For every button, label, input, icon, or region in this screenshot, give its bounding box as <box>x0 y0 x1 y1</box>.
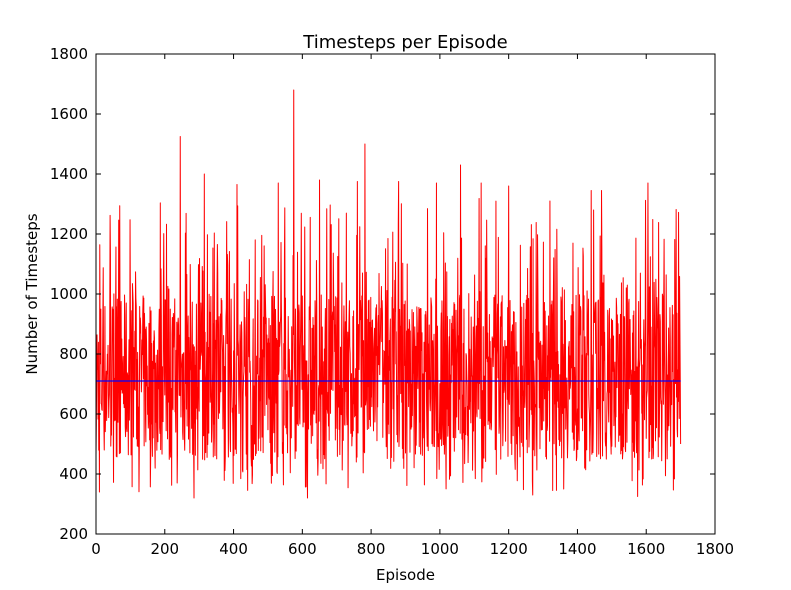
plot-area <box>95 89 682 499</box>
y-tick-label: 1400 <box>50 165 88 183</box>
y-tick-label: 1800 <box>50 45 88 63</box>
x-tick-label: 400 <box>219 540 248 558</box>
x-tick-label: 200 <box>150 540 179 558</box>
x-tick-label: 1600 <box>627 540 665 558</box>
y-axis-label: Number of Timesteps <box>23 213 41 374</box>
y-tick-label: 1600 <box>50 105 88 123</box>
x-tick-label: 1800 <box>696 540 734 558</box>
y-tick-label: 400 <box>59 465 88 483</box>
y-tick-label: 1000 <box>50 285 88 303</box>
y-tick-label: 800 <box>59 345 88 363</box>
y-tick-label: 600 <box>59 405 88 423</box>
y-tick-label: 200 <box>59 525 88 543</box>
y-tick-label: 1200 <box>50 225 88 243</box>
plot-frame <box>95 53 716 535</box>
x-tick-label: 800 <box>357 540 386 558</box>
x-tick-label: 0 <box>91 540 101 558</box>
x-tick-label: 1400 <box>558 540 596 558</box>
x-tick-label: 1000 <box>421 540 459 558</box>
x-tick-label: 1200 <box>490 540 528 558</box>
x-tick-label: 600 <box>288 540 317 558</box>
series-line-timesteps <box>95 89 682 499</box>
x-axis-label: Episode <box>376 566 435 584</box>
chart-title: Timesteps per Episode <box>302 32 507 53</box>
axis-ticks: 0 200 400 600 800 1000 1200 1400 1600 18002004006… <box>50 45 734 558</box>
